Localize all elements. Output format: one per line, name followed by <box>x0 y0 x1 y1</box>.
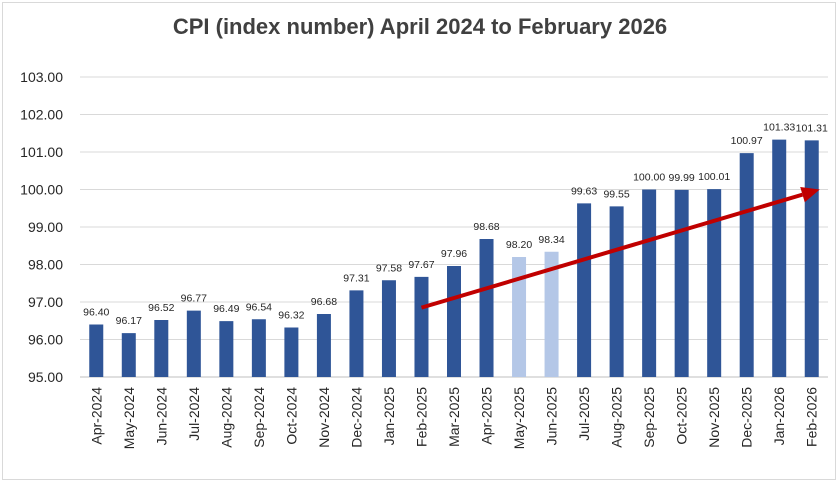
x-tick-label: Jun-2025 <box>544 387 560 446</box>
data-label: 101.31 <box>796 122 828 134</box>
x-tick-label: May-2025 <box>511 387 527 449</box>
x-tick-label: Jan-2026 <box>771 387 787 446</box>
x-tick-label: Oct-2024 <box>283 387 299 445</box>
bar-apr-2025 <box>479 239 494 377</box>
bar-jul-2025 <box>577 203 592 377</box>
data-label: 96.17 <box>116 315 142 327</box>
x-tick-label: Sep-2025 <box>641 387 657 448</box>
bar-apr-2024 <box>89 324 104 377</box>
data-label: 100.00 <box>633 172 665 184</box>
data-label: 98.68 <box>473 221 499 233</box>
y-tick-label: 99.00 <box>28 219 63 235</box>
y-tick-label: 97.00 <box>28 294 63 310</box>
y-tick-label: 101.00 <box>20 144 63 160</box>
x-tick-label: Feb-2026 <box>804 387 820 447</box>
data-label: 97.67 <box>408 259 434 271</box>
data-label: 97.31 <box>343 272 369 284</box>
x-tick-label: Nov-2025 <box>706 387 722 448</box>
x-tick-label: Jul-2025 <box>576 387 592 441</box>
bar-may-2025 <box>512 257 527 377</box>
data-label: 101.33 <box>763 122 795 134</box>
x-tick-label: Dec-2025 <box>739 387 755 448</box>
bar-oct-2025 <box>674 189 689 377</box>
data-label: 98.34 <box>538 234 564 246</box>
bar-dec-2025 <box>739 153 754 377</box>
bar-jun-2025 <box>544 251 559 377</box>
data-label: 99.99 <box>669 172 695 184</box>
data-label: 96.49 <box>213 303 239 315</box>
x-tick-label: Jul-2024 <box>186 387 202 441</box>
y-tick-label: 100.00 <box>20 182 63 198</box>
bar-sep-2024 <box>251 319 266 377</box>
y-tick-label: 103.00 <box>20 69 63 85</box>
data-label: 96.77 <box>181 293 207 305</box>
chart-title: CPI (index number) April 2024 to Februar… <box>172 14 668 39</box>
x-tick-label: May-2024 <box>121 387 137 449</box>
bar-may-2024 <box>121 333 136 377</box>
x-tick-label: Aug-2025 <box>609 387 625 448</box>
bar-oct-2024 <box>284 327 299 377</box>
data-label: 97.58 <box>376 262 402 274</box>
data-label: 96.54 <box>246 301 272 313</box>
bar-nov-2025 <box>707 189 722 377</box>
x-tick-label: Oct-2025 <box>674 387 690 445</box>
data-label: 96.40 <box>83 307 109 319</box>
y-tick-label: 98.00 <box>28 257 63 273</box>
bar-dec-2024 <box>349 290 364 377</box>
data-label: 97.96 <box>441 248 467 260</box>
y-tick-label: 96.00 <box>28 332 63 348</box>
x-tick-label: Nov-2024 <box>316 387 332 448</box>
x-tick-label: Aug-2024 <box>218 387 234 448</box>
trend-arrow-line <box>420 192 804 310</box>
x-tick-label: Sep-2024 <box>251 387 267 448</box>
data-label: 99.63 <box>571 185 597 197</box>
bar-jan-2025 <box>381 280 396 377</box>
x-tick-label: Jun-2024 <box>153 387 169 446</box>
trend-arrow-head <box>800 186 820 203</box>
data-label: 98.20 <box>506 239 532 251</box>
x-tick-label: Jan-2025 <box>381 387 397 446</box>
data-label: 96.52 <box>148 302 174 314</box>
bar-feb-2025 <box>414 276 429 377</box>
data-label: 96.68 <box>311 296 337 308</box>
bar-feb-2026 <box>804 140 819 377</box>
data-label: 96.32 <box>278 310 304 322</box>
bar-jan-2026 <box>772 139 787 377</box>
y-tick-label: 95.00 <box>28 369 63 385</box>
bar-jul-2024 <box>186 310 201 377</box>
data-label: 100.97 <box>731 135 763 147</box>
x-tick-label: Dec-2024 <box>348 387 364 448</box>
x-tick-label: Apr-2024 <box>88 387 104 445</box>
bar-mar-2025 <box>447 266 461 377</box>
bar-sep-2025 <box>642 189 657 377</box>
bar-nov-2024 <box>316 314 331 377</box>
data-label: 100.01 <box>698 171 730 183</box>
x-tick-label: Mar-2025 <box>446 387 462 447</box>
x-tick-label: Feb-2025 <box>413 387 429 447</box>
bar-aug-2025 <box>609 206 624 377</box>
data-label: 99.55 <box>603 188 629 200</box>
bar-aug-2024 <box>219 321 234 377</box>
x-tick-label: Apr-2025 <box>479 387 495 445</box>
y-tick-label: 102.00 <box>20 107 63 123</box>
bar-jun-2024 <box>154 320 169 377</box>
